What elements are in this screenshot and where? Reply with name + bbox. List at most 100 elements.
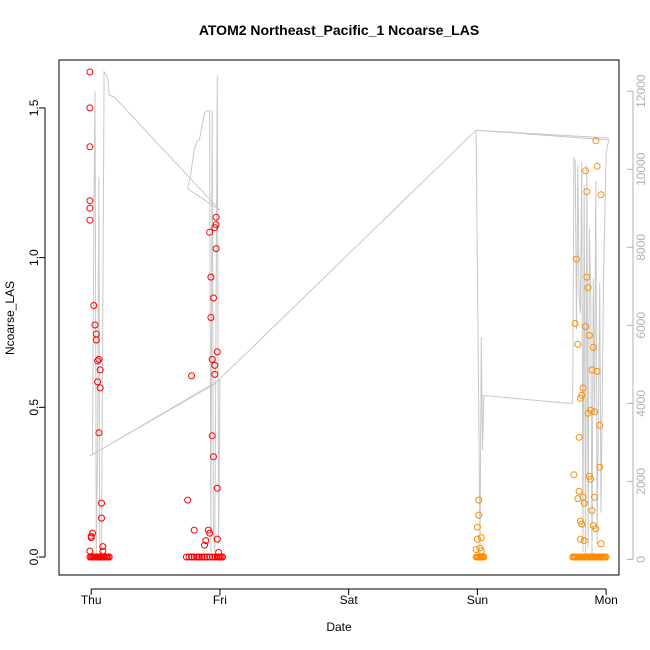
data-point	[583, 273, 591, 281]
data-point	[184, 496, 192, 504]
data-point	[580, 499, 588, 507]
y2-tick-label: 12000	[634, 74, 648, 108]
y2-tick-label: 2000	[634, 468, 648, 495]
data-point	[587, 406, 595, 414]
x-tick-label: Fri	[213, 593, 227, 607]
data-point	[480, 553, 488, 561]
data-point	[94, 357, 102, 365]
data-point	[86, 204, 94, 212]
data-point	[213, 484, 221, 492]
data-point	[212, 213, 220, 221]
chart-title: ATOM2 Northeast_Pacific_1 Ncoarse_LAS	[199, 22, 479, 38]
data-point	[185, 553, 193, 561]
data-point	[98, 514, 105, 522]
data-point	[86, 197, 94, 205]
data-point	[475, 511, 483, 519]
data-point	[213, 348, 221, 356]
data-point	[589, 343, 597, 351]
data-point	[596, 463, 604, 471]
data-point	[98, 499, 105, 507]
data-point	[208, 553, 216, 561]
data-point	[591, 408, 598, 416]
data-point	[94, 378, 102, 386]
y-axis: 0.0 0.5 1.0 1.5	[27, 99, 46, 565]
data-point	[575, 433, 583, 441]
y2-axis: 0 2000 4000 6000 8000 10000 12000	[627, 74, 648, 563]
data-point	[190, 526, 198, 534]
data-point	[578, 520, 586, 528]
data-point	[582, 167, 589, 175]
secondary-line-layer	[89, 70, 610, 560]
data-point	[95, 355, 103, 363]
data-point	[592, 137, 600, 145]
data-point	[573, 255, 580, 263]
data-point	[580, 537, 588, 545]
data-point	[201, 541, 208, 549]
data-point	[475, 496, 483, 504]
data-point	[87, 532, 95, 540]
y2-tick-label: 4000	[634, 390, 648, 417]
data-point	[182, 553, 190, 561]
data-point	[473, 535, 481, 543]
data-point	[207, 273, 215, 281]
x-tick-label: Sun	[467, 593, 488, 607]
data-point	[98, 553, 105, 561]
points-layer	[86, 68, 610, 561]
data-point	[582, 323, 589, 330]
data-point	[588, 366, 596, 374]
data-point	[188, 372, 196, 380]
data-point	[211, 361, 219, 369]
x-tick-label: Thu	[81, 593, 102, 607]
data-point	[212, 245, 220, 253]
data-point	[212, 221, 220, 229]
data-point	[588, 507, 596, 515]
data-point	[576, 535, 584, 543]
y2-tick-label: 8000	[634, 234, 648, 261]
data-point	[206, 228, 214, 236]
data-point	[219, 553, 226, 561]
data-point	[574, 495, 582, 503]
x-axis-label: Date	[326, 620, 352, 634]
data-point	[91, 321, 99, 329]
data-point	[198, 553, 206, 561]
data-point	[193, 553, 201, 561]
data-point	[583, 188, 591, 196]
plot-frame	[58, 59, 620, 576]
data-point	[90, 302, 98, 309]
data-point	[201, 553, 208, 561]
data-point	[86, 68, 94, 76]
data-point	[195, 553, 203, 561]
data-point	[202, 537, 210, 545]
data-point	[86, 547, 94, 555]
data-point	[86, 216, 94, 224]
x-tick-label: Mon	[594, 593, 617, 607]
data-point	[602, 553, 610, 561]
data-point	[477, 534, 485, 542]
data-point	[575, 487, 583, 495]
data-point	[86, 104, 94, 112]
data-point	[206, 529, 214, 537]
y-tick-label: 0.5	[27, 399, 41, 416]
data-point	[188, 553, 196, 561]
data-point	[597, 191, 605, 199]
y-tick-label: 1.0	[27, 249, 41, 266]
data-point	[593, 367, 601, 375]
data-point	[99, 543, 107, 551]
data-point	[96, 384, 104, 392]
data-point	[592, 525, 600, 533]
data-point	[574, 340, 582, 348]
data-point	[206, 553, 214, 561]
x-tick-label: Sat	[340, 593, 359, 607]
y2-tick-label: 6000	[634, 312, 648, 339]
y-axis-label: Ncoarse_LAS	[3, 281, 17, 355]
data-point	[584, 284, 592, 292]
data-point	[208, 432, 216, 440]
data-point	[571, 320, 579, 327]
data-point	[105, 553, 113, 561]
data-point	[213, 535, 221, 543]
data-point	[190, 553, 198, 561]
data-point	[587, 475, 595, 483]
data-point	[593, 162, 601, 170]
data-point	[208, 355, 216, 363]
data-point	[86, 143, 94, 151]
